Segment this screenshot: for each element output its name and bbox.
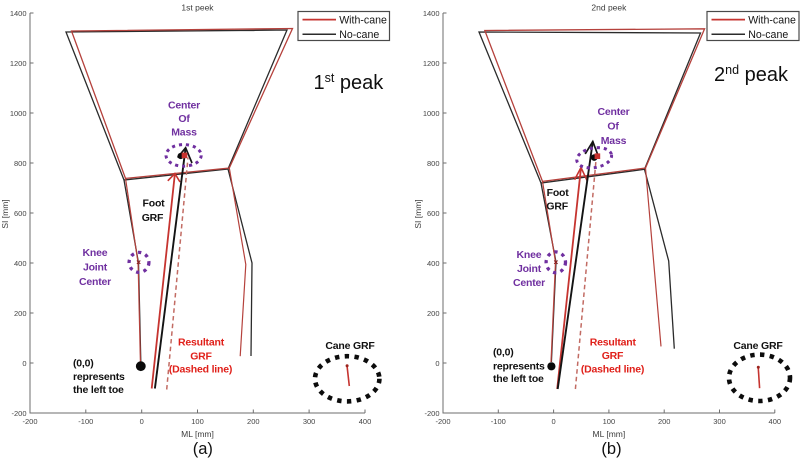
svg-text:Of: Of — [607, 120, 619, 132]
svg-text:GRF: GRF — [190, 351, 212, 363]
svg-text:100: 100 — [603, 417, 616, 426]
svg-text:400: 400 — [14, 259, 27, 268]
svg-text:Foot: Foot — [547, 187, 570, 199]
svg-text:represents: represents — [493, 360, 545, 372]
svg-text:ML [mm]: ML [mm] — [593, 429, 626, 439]
svg-text:400: 400 — [769, 417, 782, 426]
svg-text:Resultant: Resultant — [178, 337, 225, 349]
svg-text:-100: -100 — [78, 417, 93, 426]
svg-text:1000: 1000 — [10, 109, 27, 118]
svg-text:GRF: GRF — [546, 201, 568, 213]
svg-text:Joint: Joint — [83, 262, 108, 274]
svg-text:(Dashed line): (Dashed line) — [581, 363, 644, 375]
svg-text:200: 200 — [14, 309, 27, 318]
svg-text:the left toe: the left toe — [493, 373, 544, 385]
svg-text:1200: 1200 — [423, 59, 440, 68]
svg-text:Center: Center — [168, 99, 200, 111]
svg-text:With-cane: With-cane — [748, 15, 796, 27]
svg-text:Foot: Foot — [143, 198, 166, 210]
svg-text:(0,0): (0,0) — [493, 347, 514, 359]
svg-text:200: 200 — [658, 417, 671, 426]
svg-text:GRF: GRF — [142, 212, 164, 224]
svg-text:1st peak: 1st peak — [314, 71, 385, 94]
svg-text:Cane GRF: Cane GRF — [325, 340, 375, 352]
svg-text:-100: -100 — [491, 417, 506, 426]
svg-text:(0,0): (0,0) — [73, 358, 94, 370]
svg-text:1st peek: 1st peek — [181, 3, 214, 13]
svg-text:Cane GRF: Cane GRF — [733, 340, 783, 352]
svg-text:SI [mm]: SI [mm] — [0, 199, 10, 228]
svg-text:Center: Center — [597, 106, 629, 118]
svg-text:(b): (b) — [601, 440, 621, 458]
svg-text:(a): (a) — [193, 440, 213, 458]
svg-text:-200: -200 — [424, 409, 439, 418]
svg-text:1000: 1000 — [423, 109, 440, 118]
svg-text:Joint: Joint — [517, 263, 542, 275]
svg-text:0: 0 — [435, 359, 439, 368]
svg-text:GRF: GRF — [602, 350, 624, 362]
svg-text:600: 600 — [14, 209, 27, 218]
svg-text:-200: -200 — [11, 409, 26, 418]
svg-text:Knee: Knee — [517, 249, 542, 261]
svg-text:400: 400 — [427, 259, 440, 268]
svg-text:represents: represents — [73, 371, 125, 383]
svg-text:SI [mm]: SI [mm] — [413, 199, 423, 228]
svg-text:600: 600 — [427, 209, 440, 218]
svg-text:200: 200 — [247, 417, 260, 426]
svg-text:Knee: Knee — [83, 247, 108, 259]
svg-text:300: 300 — [713, 417, 726, 426]
svg-text:Resultant: Resultant — [590, 337, 637, 349]
svg-text:(Dashed line): (Dashed line) — [169, 364, 232, 376]
svg-text:Center: Center — [79, 276, 111, 288]
svg-text:1400: 1400 — [423, 9, 440, 18]
svg-text:0: 0 — [22, 359, 26, 368]
svg-text:Of: Of — [178, 113, 190, 125]
svg-text:0: 0 — [552, 417, 556, 426]
svg-text:-200: -200 — [435, 417, 450, 426]
svg-text:0: 0 — [140, 417, 144, 426]
svg-text:the left toe: the left toe — [73, 384, 124, 396]
svg-text:No-cane: No-cane — [748, 29, 788, 41]
svg-text:2nd peak: 2nd peak — [714, 63, 789, 86]
svg-text:With-cane: With-cane — [339, 15, 387, 27]
svg-text:800: 800 — [427, 159, 440, 168]
svg-text:400: 400 — [359, 417, 372, 426]
svg-text:-200: -200 — [22, 417, 37, 426]
svg-text:200: 200 — [427, 309, 440, 318]
svg-text:1400: 1400 — [10, 9, 27, 18]
svg-text:1200: 1200 — [10, 59, 27, 68]
svg-text:800: 800 — [14, 159, 27, 168]
svg-text:2nd peek: 2nd peek — [591, 3, 627, 13]
svg-text:300: 300 — [303, 417, 316, 426]
svg-text:No-cane: No-cane — [339, 29, 379, 41]
svg-text:ML [mm]: ML [mm] — [181, 429, 214, 439]
svg-text:Mass: Mass — [171, 127, 197, 139]
svg-text:Center: Center — [513, 277, 545, 289]
svg-text:100: 100 — [191, 417, 204, 426]
svg-text:Mass: Mass — [601, 135, 627, 147]
